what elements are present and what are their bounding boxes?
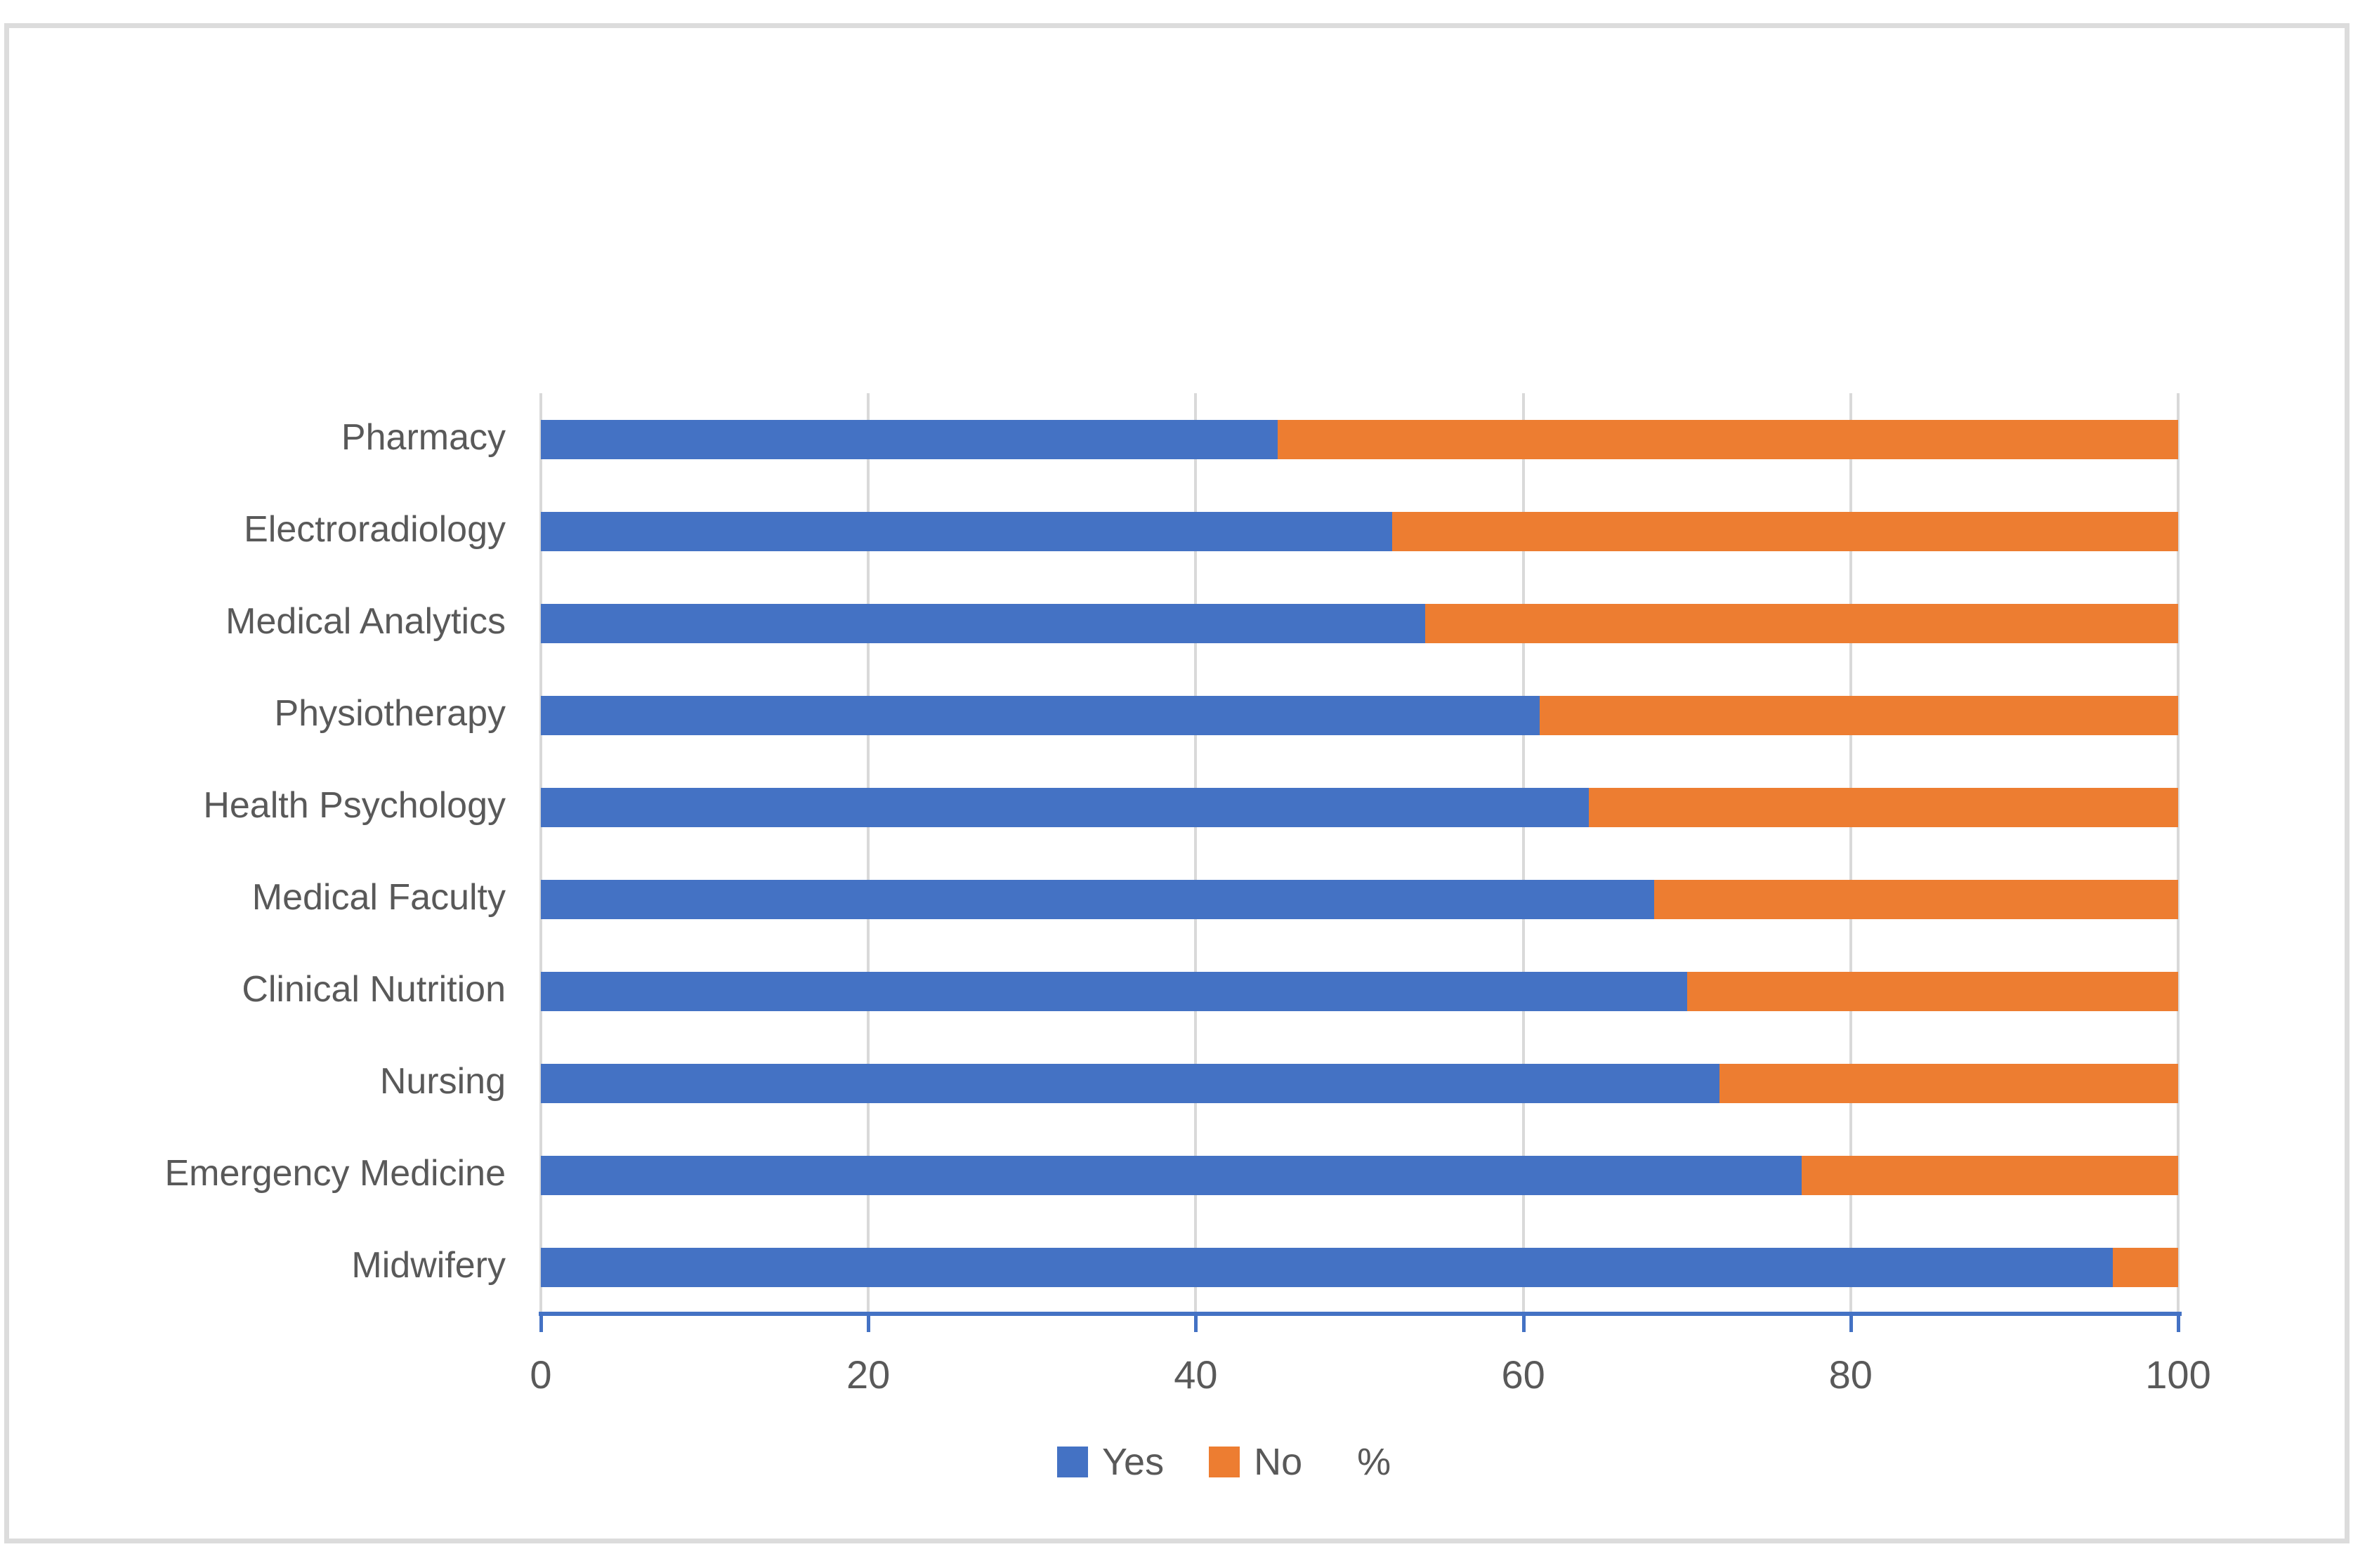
bar-row xyxy=(541,880,2178,920)
category-label: Pharmacy xyxy=(341,416,506,458)
bar-row xyxy=(541,419,2178,459)
category-label: Nursing xyxy=(379,1061,506,1102)
category-label: Clinical Nutrition xyxy=(242,969,506,1010)
bar-segment-no xyxy=(1801,1156,2178,1196)
bar-segment-yes xyxy=(541,419,1278,459)
bar-segment-yes xyxy=(541,511,1393,551)
bar-segment-yes xyxy=(541,880,1655,920)
bar-segment-yes xyxy=(541,1248,2113,1288)
bar-segment-no xyxy=(1719,1064,2178,1104)
bar-row xyxy=(541,1248,2178,1288)
legend-item-yes: Yes xyxy=(1057,1440,1164,1484)
bar-segment-yes xyxy=(541,787,1589,827)
chart-frame xyxy=(4,23,2350,1543)
category-label: Health Psychology xyxy=(203,784,506,826)
bar-segment-no xyxy=(1686,972,2178,1012)
gridline-100 xyxy=(2177,393,2180,1314)
bar-segment-yes xyxy=(541,1064,1720,1104)
category-label: Physiotherapy xyxy=(274,692,506,734)
gridline-0 xyxy=(539,393,542,1314)
legend-swatch-yes xyxy=(1057,1447,1088,1477)
gridline-40 xyxy=(1194,393,1198,1314)
x-axis-tick-label: 100 xyxy=(2145,1352,2211,1397)
legend-swatch-no xyxy=(1209,1447,1240,1477)
bar-segment-no xyxy=(2112,1248,2178,1288)
bar-row xyxy=(541,1064,2178,1104)
bar-segment-no xyxy=(1424,603,2178,643)
bar-row xyxy=(541,511,2178,551)
category-label: Emergency Medicine xyxy=(164,1153,506,1194)
gridline-20 xyxy=(867,393,870,1314)
bar-segment-no xyxy=(1654,880,2178,920)
bar-segment-yes xyxy=(541,972,1687,1012)
x-axis-tick-label: 40 xyxy=(1174,1352,1218,1397)
bar-segment-yes xyxy=(541,695,1540,735)
x-axis-tick-label: 60 xyxy=(1501,1352,1545,1397)
category-label: Midwifery xyxy=(351,1245,506,1286)
bar-segment-no xyxy=(1277,419,2178,459)
x-axis-tick-label: 80 xyxy=(1828,1352,1873,1397)
legend-label-no: No xyxy=(1254,1441,1303,1483)
x-axis-tick xyxy=(2177,1314,2180,1332)
x-axis-tick-label: 20 xyxy=(846,1352,891,1397)
bar-segment-yes xyxy=(541,1156,1802,1196)
bar-row xyxy=(541,603,2178,643)
x-axis-unit-label: % xyxy=(1357,1441,1391,1483)
legend-label-yes: Yes xyxy=(1102,1441,1165,1483)
category-label: Medical Analytics xyxy=(225,600,506,642)
x-axis-line xyxy=(539,1312,2182,1316)
bar-row xyxy=(541,1156,2178,1196)
gridline-80 xyxy=(1849,393,1852,1314)
bar-segment-no xyxy=(1588,787,2178,827)
legend-item-no: No xyxy=(1209,1440,1302,1484)
x-axis-tick xyxy=(867,1314,871,1332)
x-axis-tick xyxy=(1849,1314,1853,1332)
x-axis-tick-label: 0 xyxy=(530,1352,552,1397)
gridline-60 xyxy=(1521,393,1525,1314)
bar-row xyxy=(541,972,2178,1012)
x-axis-tick xyxy=(539,1314,543,1332)
bar-segment-no xyxy=(1539,695,2178,735)
category-label: Electroradiology xyxy=(244,508,506,550)
x-axis-tick xyxy=(1194,1314,1198,1332)
bar-row xyxy=(541,787,2178,827)
x-axis-tick xyxy=(1521,1314,1526,1332)
bar-segment-yes xyxy=(541,603,1425,643)
category-label: Medical Faculty xyxy=(251,877,506,918)
bar-segment-no xyxy=(1392,511,2178,551)
bar-row xyxy=(541,695,2178,735)
legend: Yes No % xyxy=(1057,1434,1391,1490)
